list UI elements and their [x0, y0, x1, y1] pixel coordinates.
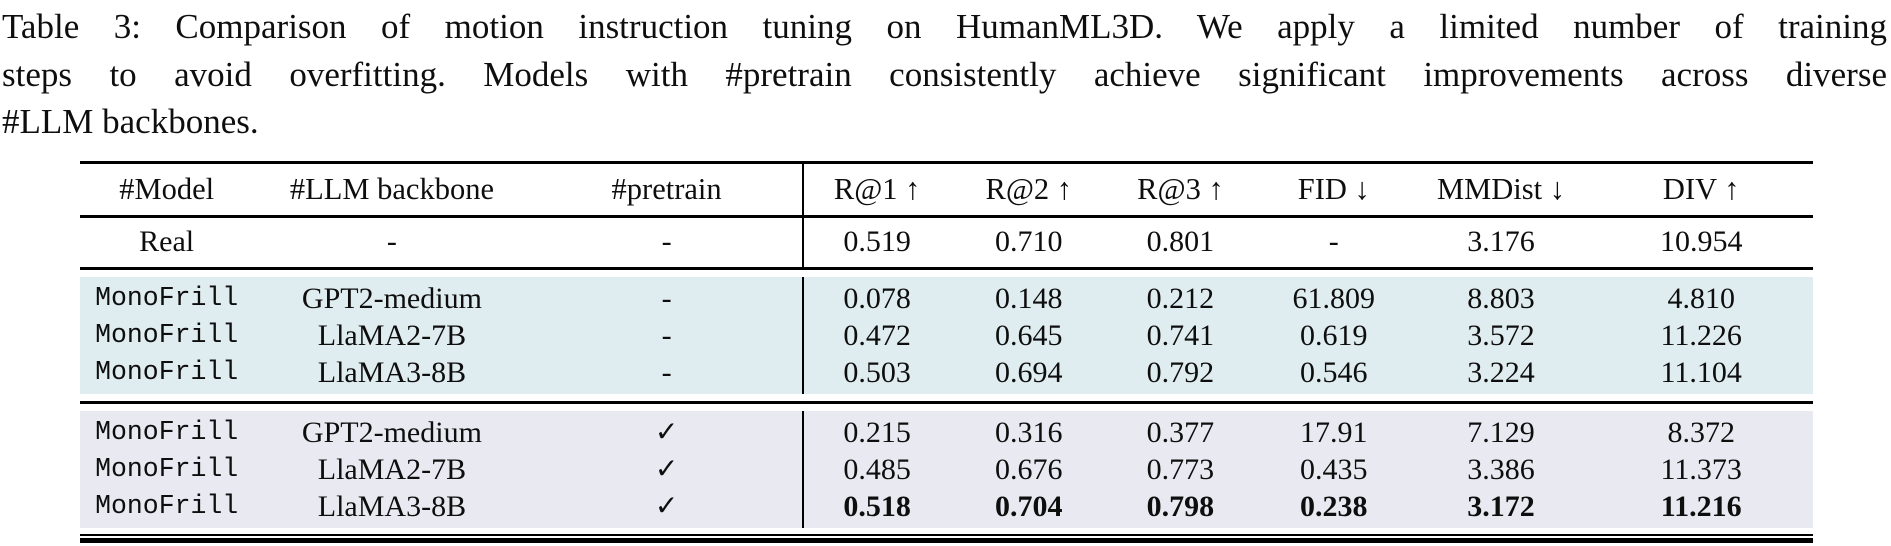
r2-value: 0.645 — [995, 318, 1063, 352]
r1-value: 0.503 — [843, 355, 911, 389]
backbone-name: GPT2-medium — [301, 415, 482, 449]
results-table: #Model #LLM backbone #pretrain R@1 ↑ R@2… — [80, 160, 1813, 543]
header-bottom-rule — [80, 215, 1813, 218]
pretrain-flag: - — [661, 318, 672, 352]
real-r3: 0.801 — [1146, 225, 1215, 258]
table-row: MonoFrill GPT2-medium - 0.078 0.148 0.21… — [80, 280, 1813, 317]
group-no-pretrain: MonoFrill GPT2-medium - 0.078 0.148 0.21… — [80, 277, 1813, 394]
group1-vertical-divider — [801, 277, 804, 394]
col-header-backbone: #LLM backbone — [289, 172, 494, 207]
real-bottom-rule — [80, 266, 1813, 270]
mmdist-value: 8.803 — [1467, 281, 1535, 315]
table-header-row: #Model #LLM backbone #pretrain R@1 ↑ R@2… — [80, 164, 1813, 215]
backbone-name: LlaMA3-8B — [317, 355, 467, 389]
r3-value: 0.773 — [1146, 452, 1215, 486]
fid-value: 0.546 — [1300, 355, 1368, 389]
model-name: MonoFrill — [95, 417, 239, 448]
div-value: 8.372 — [1667, 415, 1735, 449]
r3-value: 0.741 — [1146, 318, 1215, 352]
pretrain-checkmark: ✓ — [654, 490, 679, 522]
col-header-mmdist: MMDist ↓ — [1437, 172, 1565, 207]
model-name: MonoFrill — [95, 283, 239, 314]
group-with-pretrain: MonoFrill GPT2-medium ✓ 0.215 0.316 0.37… — [80, 411, 1813, 528]
table-row: MonoFrill LlaMA2-7B - 0.472 0.645 0.741 … — [80, 317, 1813, 354]
table-row-best: MonoFrill LlaMA3-8B ✓ 0.518 0.704 0.798 … — [80, 488, 1813, 525]
pretrain-flag: - — [661, 281, 672, 315]
r1-value: 0.078 — [843, 281, 911, 315]
col-header-r1: R@1 ↑ — [833, 172, 921, 207]
real-pretrain: - — [661, 225, 672, 258]
model-name: MonoFrill — [95, 320, 239, 351]
table-row: MonoFrill GPT2-medium ✓ 0.215 0.316 0.37… — [80, 414, 1813, 451]
div-value: 4.810 — [1667, 281, 1735, 315]
fid-value: 61.809 — [1292, 281, 1376, 315]
header-vertical-divider — [801, 164, 804, 215]
backbone-name: LlaMA2-7B — [317, 318, 467, 352]
col-header-r2: R@2 ↑ — [985, 172, 1073, 207]
real-model: Real — [139, 225, 195, 258]
r1-value: 0.485 — [843, 452, 911, 486]
model-name: MonoFrill — [95, 454, 239, 485]
fid-value: 0.435 — [1300, 452, 1368, 486]
mmdist-value: 3.224 — [1467, 355, 1535, 389]
fid-value: 17.91 — [1300, 415, 1368, 449]
pretrain-checkmark: ✓ — [654, 453, 679, 485]
real-div: 10.954 — [1659, 225, 1743, 258]
table-caption: Table 3: Comparison of motion instructio… — [0, 0, 1889, 146]
real-vertical-divider — [801, 217, 804, 267]
div-value: 11.226 — [1660, 318, 1742, 352]
div-value: 11.216 — [1660, 489, 1742, 523]
r2-value: 0.316 — [995, 415, 1063, 449]
table-row-real: Real - - 0.519 0.710 0.801 - 3.176 10.95… — [80, 217, 1813, 267]
real-r1: 0.519 — [843, 225, 911, 258]
caption-line-2: steps to avoid overfitting. Models with … — [2, 54, 1887, 94]
r3-value: 0.798 — [1146, 489, 1215, 523]
col-header-div: DIV ↑ — [1662, 172, 1740, 207]
pretrain-flag: - — [661, 355, 672, 389]
r3-value: 0.377 — [1146, 415, 1215, 449]
mid-group-rule — [80, 401, 1813, 404]
r2-value: 0.704 — [995, 489, 1063, 523]
model-name: MonoFrill — [95, 491, 239, 522]
r2-value: 0.694 — [995, 355, 1063, 389]
r1-value: 0.472 — [843, 318, 911, 352]
backbone-name: GPT2-medium — [301, 281, 482, 315]
fid-value: 0.619 — [1300, 318, 1368, 352]
backbone-name: LlaMA2-7B — [317, 452, 467, 486]
col-header-model: #Model — [119, 172, 215, 207]
real-fid: - — [1328, 225, 1339, 258]
col-header-pretrain: #pretrain — [611, 172, 722, 207]
col-header-r3: R@3 ↑ — [1137, 172, 1224, 207]
r3-value: 0.212 — [1146, 281, 1215, 315]
caption-line-1: Table 3: Comparison of motion instructio… — [2, 7, 1887, 46]
r1-value: 0.215 — [843, 415, 911, 449]
table-row: MonoFrill LlaMA3-8B - 0.503 0.694 0.792 … — [80, 354, 1813, 391]
pretrain-checkmark: ✓ — [654, 416, 679, 448]
caption-line-3: #LLM backbones. — [2, 102, 259, 141]
bottom-rule-thin — [80, 534, 1813, 536]
real-backbone: - — [386, 225, 397, 258]
bottom-rule-thick — [80, 538, 1813, 543]
r2-value: 0.676 — [995, 452, 1063, 486]
r1-value: 0.518 — [843, 489, 911, 523]
fid-value: 0.238 — [1300, 489, 1368, 523]
r2-value: 0.148 — [995, 281, 1063, 315]
col-header-fid: FID ↓ — [1297, 172, 1370, 207]
r3-value: 0.792 — [1146, 355, 1215, 389]
mmdist-value: 3.172 — [1467, 489, 1535, 523]
group2-vertical-divider — [801, 411, 804, 528]
div-value: 11.373 — [1660, 452, 1742, 486]
backbone-name: LlaMA3-8B — [317, 489, 467, 523]
top-rule — [80, 160, 1813, 164]
div-value: 11.104 — [1660, 355, 1742, 389]
real-mmdist: 3.176 — [1467, 225, 1535, 258]
real-r2: 0.710 — [995, 225, 1063, 258]
table-row: MonoFrill LlaMA2-7B ✓ 0.485 0.676 0.773 … — [80, 451, 1813, 488]
model-name: MonoFrill — [95, 357, 239, 388]
mmdist-value: 3.572 — [1467, 318, 1535, 352]
mmdist-value: 3.386 — [1467, 452, 1535, 486]
mmdist-value: 7.129 — [1467, 415, 1535, 449]
